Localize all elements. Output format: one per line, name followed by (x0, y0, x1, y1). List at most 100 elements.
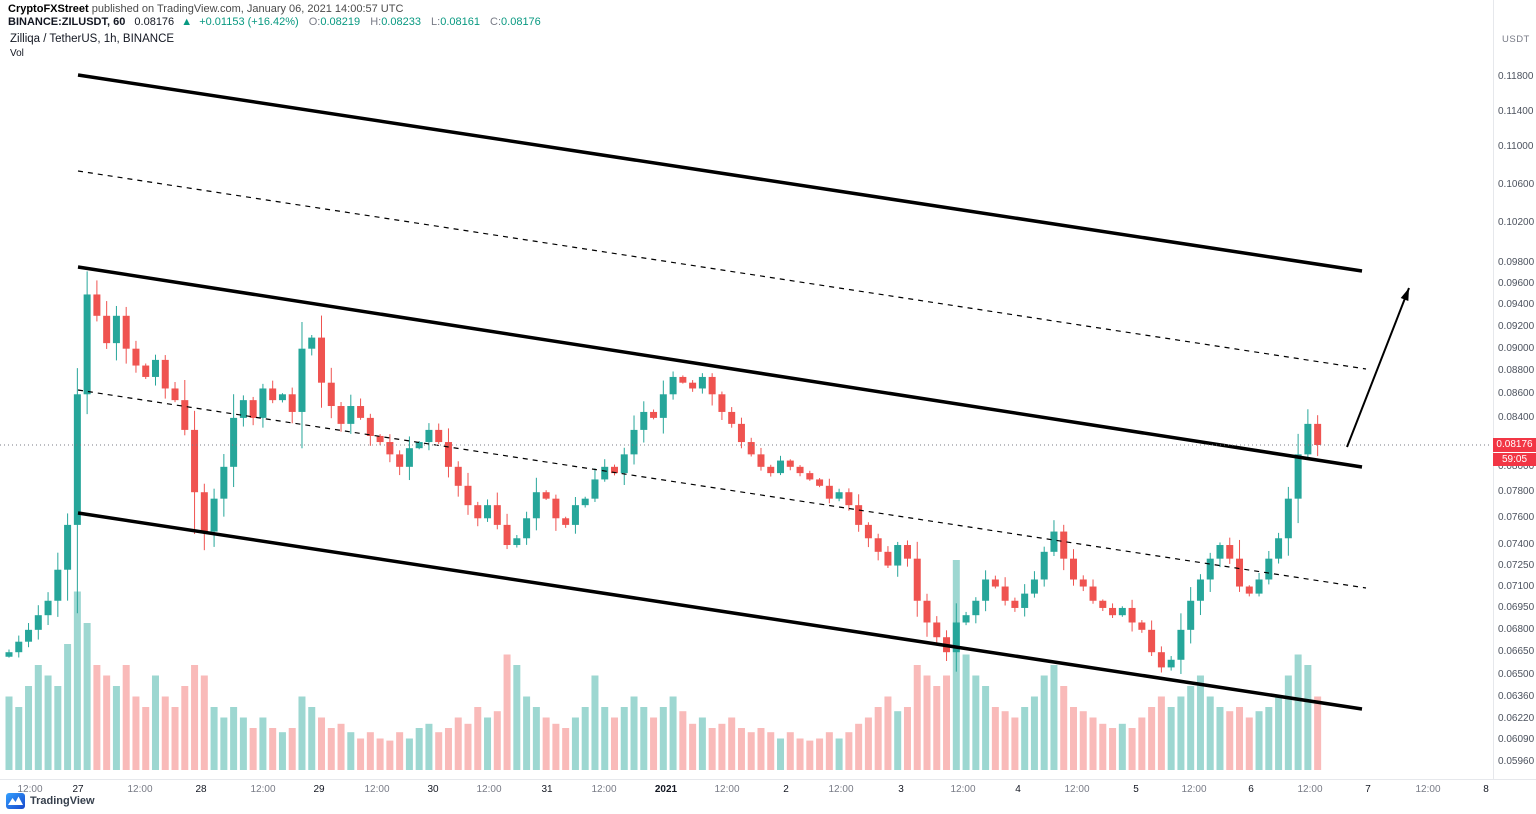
trendline-solid[interactable] (77, 511, 1363, 711)
volume-bar (1118, 723, 1126, 770)
candle-body (991, 579, 999, 587)
volume-bar (366, 732, 374, 770)
price-axis-label: 0.06220 (1498, 713, 1535, 725)
volume-bar (747, 732, 755, 770)
candle-body (1265, 558, 1273, 580)
time-axis-label: 29 (313, 784, 325, 795)
candle-body (982, 579, 990, 601)
volume-bar (444, 728, 452, 770)
volume-bar (337, 723, 345, 770)
volume-bar (601, 707, 609, 770)
symbol-name[interactable]: BINANCE:ZILUSDT, 60 (8, 16, 126, 28)
trendline-dashed[interactable] (77, 389, 1367, 589)
candle-body (884, 551, 892, 566)
volume-bar (1040, 675, 1048, 770)
tradingview-branding[interactable]: TradingView (6, 793, 95, 809)
trendline-solid[interactable] (77, 265, 1363, 469)
volume-bar (659, 707, 667, 770)
volume-bar (93, 665, 101, 770)
candle-body (1148, 629, 1156, 653)
candle-body (83, 294, 91, 395)
candle-body (610, 466, 618, 474)
candle-body (103, 315, 111, 344)
time-axis-label: 2021 (654, 784, 678, 795)
candle-body (962, 615, 970, 623)
volume-bar (151, 675, 159, 770)
price-axis[interactable]: USDT 0.11800 0.11400 0.11000 0.10600 0.10200… (1493, 0, 1536, 779)
candle-body (796, 466, 804, 474)
volume-indicator-label[interactable]: Vol (10, 48, 24, 59)
chart-legend-title[interactable]: Zilliqa / TetherUS, 1h, BINANCE (10, 33, 175, 45)
candle-body (1060, 531, 1068, 559)
price-change: +0.01153 (+16.42%) (199, 16, 299, 28)
volume-bar (1314, 696, 1322, 770)
volume-bar (962, 654, 970, 770)
price-axis-label: 0.09200 (1498, 320, 1535, 332)
time-axis-label: 28 (195, 784, 207, 795)
volume-bar (786, 732, 794, 770)
arrow-annotation[interactable] (1346, 287, 1410, 448)
volume-bar (327, 728, 335, 770)
candle-body (874, 538, 882, 552)
change-direction-icon: ▲ (181, 16, 193, 28)
candle-body (1226, 545, 1234, 559)
time-axis-label: 5 (1133, 784, 1139, 795)
volume-bar (991, 707, 999, 770)
volume-bar (64, 644, 72, 770)
candle-body (298, 348, 306, 412)
price-axis-label: 0.08800 (1498, 365, 1535, 377)
volume-bar (1226, 711, 1234, 770)
volume-bar (884, 696, 892, 770)
volume-bar (103, 675, 111, 770)
attribution-bar: CryptoFXStreet published on TradingView.… (8, 3, 403, 15)
price-axis-label: 0.09000 (1498, 342, 1535, 354)
candle-body (825, 485, 833, 499)
volume-bar (376, 738, 384, 770)
candle-body (620, 454, 628, 474)
volume-bar (1021, 707, 1029, 770)
volume-bar (493, 711, 501, 770)
trendline-solid[interactable] (77, 73, 1363, 273)
price-axis-label: 0.06360 (1498, 690, 1535, 702)
volume-bar (542, 717, 550, 770)
candle-body (601, 466, 609, 480)
candle-body (1157, 652, 1165, 668)
candle-body (552, 498, 560, 519)
volume-bar (1011, 717, 1019, 770)
volume-bar (288, 728, 296, 770)
candle-body (269, 388, 277, 401)
candle-body (1118, 607, 1126, 616)
price-axis-label: 0.07800 (1498, 486, 1535, 498)
volume-bar (484, 717, 492, 770)
price-axis-unit[interactable]: USDT (1502, 34, 1530, 45)
volume-bar (269, 728, 277, 770)
volume-bar (34, 665, 42, 770)
candle-body (1284, 498, 1292, 539)
volume-bar (1206, 696, 1214, 770)
candle-body (1275, 538, 1283, 559)
volume-bar (1275, 696, 1283, 770)
candle-body (132, 348, 140, 366)
volume-bar (357, 738, 365, 770)
candle-body (845, 492, 853, 506)
candle-body (933, 622, 941, 638)
time-axis-label: 12:00 (127, 784, 153, 795)
trendline-dashed[interactable] (77, 170, 1367, 370)
bar-countdown-value: 59:05 (1501, 453, 1528, 465)
time-axis[interactable]: 12:00 27 12:00 28 12:00 29 12:00 30 12:00 31 12:00… (0, 779, 1536, 800)
volume-bar (718, 723, 726, 770)
volume-bar (610, 717, 618, 770)
volume-bar (435, 732, 443, 770)
candle-body (15, 641, 23, 653)
candle-body (44, 600, 52, 616)
volume-bar (112, 686, 120, 770)
volume-bar (825, 732, 833, 770)
volume-bar (181, 686, 189, 770)
volume-bar (415, 728, 423, 770)
price-axis-label: 0.10600 (1498, 178, 1535, 190)
price-axis-label: 0.09400 (1498, 299, 1535, 311)
candle-body (1069, 558, 1077, 580)
volume-bar (425, 723, 433, 770)
volume-bar (571, 717, 579, 770)
